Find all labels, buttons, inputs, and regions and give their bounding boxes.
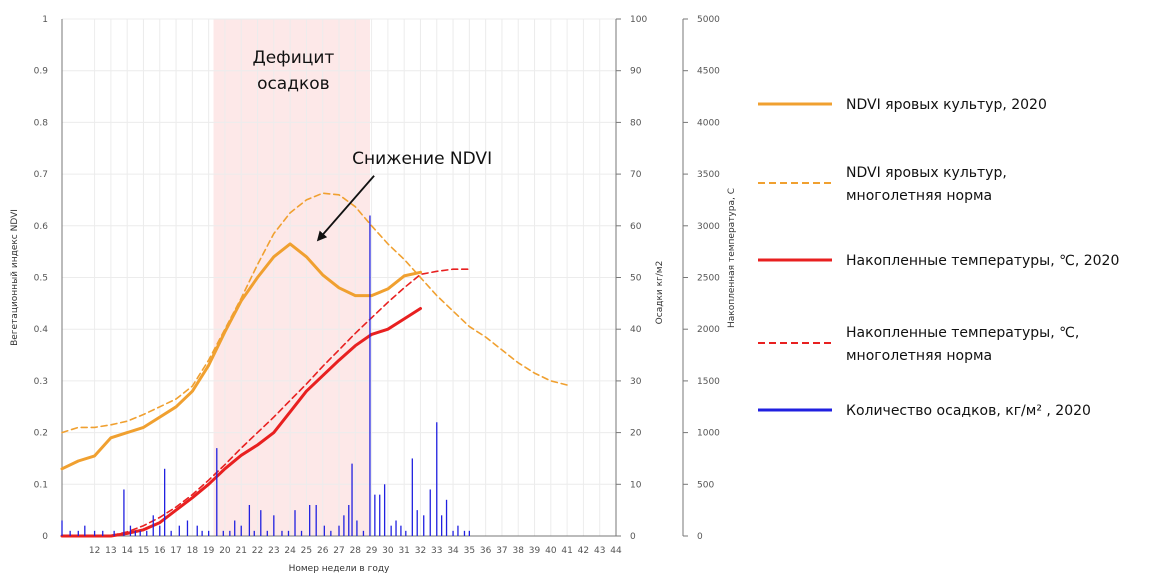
temp-tick-label: 2500: [697, 274, 720, 284]
temp-tick-label: 4000: [697, 118, 720, 128]
x-tick-label: 18: [187, 546, 199, 556]
x-tick-label: 31: [398, 546, 409, 556]
ndvi-tick-label: 0: [42, 532, 48, 542]
x-tick-label: 35: [464, 546, 475, 556]
temp-tick-label: 1000: [697, 429, 720, 439]
ndvi-tick-label: 0.9: [34, 67, 49, 77]
x-tick-label: 14: [121, 546, 133, 556]
x-tick-label: 41: [561, 546, 572, 556]
x-tick-label: 32: [415, 546, 426, 556]
x-tick-label: 43: [594, 546, 605, 556]
x-tick-label: 24: [284, 546, 296, 556]
x-tick-label: 21: [236, 546, 247, 556]
x-tick-label: 15: [138, 546, 149, 556]
temp-tick-label: 2000: [697, 325, 720, 335]
x-tick-label: 26: [317, 546, 329, 556]
legend-label: NDVI яровых культур,: [846, 165, 1007, 181]
ndvi-tick-label: 0.6: [34, 222, 49, 232]
x-tick-label: 22: [252, 546, 263, 556]
ndvi-tick-label: 0.5: [34, 274, 48, 284]
x-tick-label: 40: [545, 546, 557, 556]
ndvi-tick-label: 0.4: [34, 325, 49, 335]
x-tick-label: 27: [333, 546, 344, 556]
ndvi-axis-title: Вегетационный индекс NDVI: [10, 209, 20, 346]
precip-tick-label: 80: [630, 118, 642, 128]
precip-tick-label: 40: [630, 325, 642, 335]
x-tick-label: 12: [89, 546, 100, 556]
annotation-text: Снижение NDVI: [352, 149, 492, 169]
x-tick-label: 19: [203, 546, 215, 556]
grid: [62, 18, 617, 537]
x-tick-label: 23: [268, 546, 279, 556]
temp-tick-label: 1500: [697, 377, 720, 387]
precip-axis-title: Осадки кг/м2: [655, 261, 665, 325]
x-tick-label: 13: [105, 546, 116, 556]
series-2-line: [60, 307, 422, 538]
precip-tick-label: 0: [630, 532, 636, 542]
x-tick-label: 17: [170, 546, 181, 556]
annotations: Дефицит осадков Снижение NDVI: [252, 48, 492, 242]
axes: 0 0.1 0.2 0.3 0.4 0.5 0.6 0.7 0.8 0.9 1 Вегетационн…: [10, 15, 737, 574]
x-tick-label: 38: [513, 546, 525, 556]
x-tick-label: 25: [301, 546, 312, 556]
x-tick-label: 33: [431, 546, 442, 556]
ndvi-tick-label: 0.7: [34, 170, 48, 180]
precip-tick-label: 30: [630, 377, 642, 387]
x-tick-label: 28: [350, 546, 362, 556]
temp-tick-label: 500: [697, 480, 714, 490]
x-axis-title: Номер недели в году: [289, 564, 390, 574]
annotation-text: Дефицит: [252, 48, 334, 68]
series-3-line: [61, 268, 471, 537]
temp-tick-label: 0: [697, 532, 703, 542]
temp-tick-label: 3500: [697, 170, 720, 180]
precip-tick-label: 90: [630, 67, 642, 77]
x-tick-label: 36: [480, 546, 492, 556]
ndvi-tick-label: 0.1: [34, 480, 48, 490]
x-tick-label: 20: [219, 546, 231, 556]
x-tick-label: 30: [382, 546, 394, 556]
precip-tick-label: 20: [630, 429, 642, 439]
legend-label: Накопленные температуры, ℃,: [846, 325, 1079, 341]
temp-tick-label: 3000: [697, 222, 720, 232]
ndvi-tick-label: 0.8: [34, 118, 49, 128]
ndvi-tick-label: 0.3: [34, 377, 48, 387]
legend-label: NDVI яровых культур, 2020: [846, 97, 1047, 113]
series-0-line: [60, 242, 422, 471]
ndvi-tick-label: 0.2: [34, 429, 48, 439]
legend-label: Накопленные температуры, ℃, 2020: [846, 253, 1119, 269]
series-layer: [60, 192, 568, 538]
x-tick-label: 42: [578, 546, 589, 556]
precip-tick-label: 60: [630, 222, 642, 232]
annotation-text: осадков: [257, 74, 330, 94]
legend-label: Количество осадков, кг/м² , 2020: [846, 403, 1091, 419]
legend: NDVI яровых культур, 2020 NDVI яровых кул…: [758, 97, 1119, 419]
annotation-arrow: [316, 175, 375, 242]
temp-tick-label: 4500: [697, 67, 720, 77]
x-tick-label: 44: [610, 546, 622, 556]
precip-tick-label: 50: [630, 274, 642, 284]
ndvi-tick-label: 1: [42, 15, 48, 25]
x-tick-label: 16: [154, 546, 166, 556]
legend-label: многолетняя норма: [846, 348, 992, 364]
precip-tick-label: 70: [630, 170, 642, 180]
x-tick-label: 29: [366, 546, 378, 556]
x-tick-label: 39: [529, 546, 541, 556]
precip-tick-label: 10: [630, 480, 642, 490]
series-1-line: [61, 192, 568, 434]
precip-tick-label: 100: [630, 15, 647, 25]
legend-label: многолетняя норма: [846, 188, 992, 204]
temp-axis-title: Накопленная температура, С: [727, 188, 737, 328]
x-tick-label: 34: [447, 546, 459, 556]
x-tick-label: 37: [496, 546, 507, 556]
temp-tick-label: 5000: [697, 15, 720, 25]
